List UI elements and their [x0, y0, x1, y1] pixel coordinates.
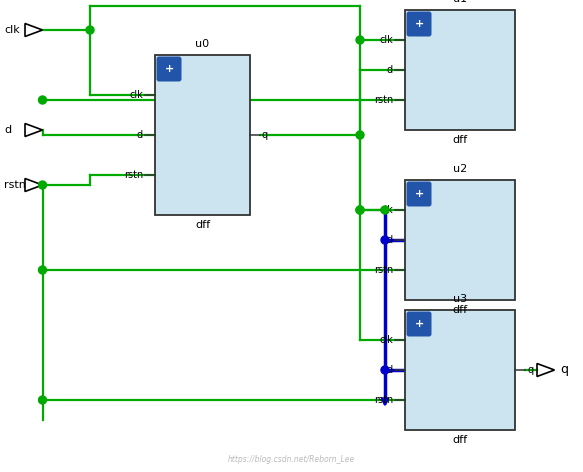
- Text: u3: u3: [453, 294, 467, 304]
- FancyBboxPatch shape: [406, 182, 431, 207]
- Circle shape: [86, 26, 94, 34]
- Text: +: +: [415, 319, 424, 329]
- Text: clk: clk: [4, 25, 20, 35]
- Text: dff: dff: [452, 435, 468, 445]
- Text: q: q: [560, 363, 568, 377]
- Text: u1: u1: [453, 0, 467, 4]
- Text: https://blog.csdn.net/Reborn_Lee: https://blog.csdn.net/Reborn_Lee: [228, 455, 355, 464]
- Bar: [155, 55, 250, 215]
- Circle shape: [381, 366, 389, 374]
- Text: clk: clk: [129, 90, 143, 100]
- Text: dff: dff: [195, 220, 210, 230]
- Circle shape: [38, 96, 47, 104]
- Text: d: d: [387, 235, 393, 245]
- Circle shape: [38, 396, 47, 404]
- Text: q: q: [527, 365, 533, 375]
- Text: u0: u0: [195, 39, 209, 49]
- Circle shape: [356, 131, 364, 139]
- Circle shape: [381, 236, 389, 244]
- Text: rstn: rstn: [374, 265, 393, 275]
- FancyBboxPatch shape: [406, 312, 431, 337]
- FancyBboxPatch shape: [156, 57, 181, 82]
- Text: q: q: [262, 130, 268, 140]
- FancyBboxPatch shape: [406, 11, 431, 36]
- Bar: [405, 180, 515, 300]
- Circle shape: [356, 206, 364, 214]
- Text: rstn: rstn: [374, 95, 393, 105]
- Text: clk: clk: [380, 335, 393, 345]
- Text: rstn: rstn: [374, 395, 393, 405]
- Circle shape: [38, 181, 47, 189]
- Text: +: +: [164, 64, 174, 74]
- Circle shape: [381, 206, 389, 214]
- Text: u2: u2: [453, 164, 467, 174]
- Text: dff: dff: [452, 135, 468, 145]
- Bar: [405, 10, 515, 130]
- Text: clk: clk: [380, 205, 393, 215]
- Circle shape: [38, 266, 47, 274]
- Bar: [405, 310, 515, 430]
- Text: clk: clk: [380, 35, 393, 45]
- Text: rstn: rstn: [124, 170, 143, 180]
- Text: d: d: [387, 365, 393, 375]
- Circle shape: [356, 36, 364, 44]
- Text: +: +: [415, 19, 424, 29]
- Text: dff: dff: [452, 305, 468, 315]
- Text: d: d: [137, 130, 143, 140]
- Text: d: d: [387, 65, 393, 75]
- Text: +: +: [415, 189, 424, 199]
- Text: rstn: rstn: [4, 180, 26, 190]
- Circle shape: [356, 206, 364, 214]
- Text: d: d: [4, 125, 11, 135]
